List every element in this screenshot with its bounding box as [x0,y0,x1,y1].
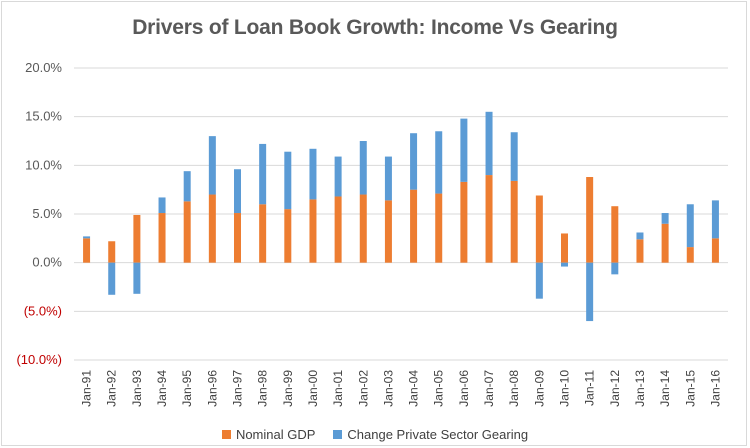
x-tick-label: Jan-94 [155,370,169,407]
x-tick-label: Jan-04 [407,370,421,407]
bar-nominal-gdp [284,209,292,263]
bar-nominal-gdp [208,194,216,263]
x-tick-label: Jan-08 [507,370,521,407]
bar-nominal-gdp [234,213,241,263]
x-tick-label: Jan-95 [180,370,194,407]
legend-item-gearing: Change Private Sector Gearing [333,427,528,442]
bar-change-private-sector-gearing [510,132,518,181]
bar-nominal-gdp [686,247,694,263]
x-tick-label: Jan-99 [281,370,295,407]
bar-nominal-gdp [158,213,166,263]
bar-change-private-sector-gearing [108,262,116,295]
bar-change-private-sector-gearing [158,197,166,214]
bar-change-private-sector-gearing [384,156,392,201]
x-tick-label: Jan-13 [633,370,647,407]
bar-nominal-gdp [108,241,116,263]
bar-nominal-gdp [133,214,141,263]
bar-nominal-gdp [460,181,468,263]
bar-nominal-gdp [485,175,493,263]
y-tick-label: 20.0% [25,60,62,75]
bar-change-private-sector-gearing [561,262,568,267]
x-tick-label: Jan-98 [256,370,270,407]
bar-change-private-sector-gearing [661,213,669,224]
x-tick-label: Jan-06 [457,370,471,407]
y-tick-label: (10.0%) [16,352,62,367]
bar-change-private-sector-gearing [309,148,317,200]
x-tick-label: Jan-01 [331,370,345,407]
x-tick-label: Jan-09 [532,370,546,407]
bar-change-private-sector-gearing [460,118,468,182]
bar-change-private-sector-gearing [208,136,216,195]
legend-label-nominal-gdp: Nominal GDP [235,426,316,442]
x-tick-label: Jan-15 [683,370,697,407]
x-tick-label: Jan-05 [432,370,446,407]
legend-label-gearing: Change Private Sector Gearing [347,426,529,442]
x-tick-label: Jan-10 [558,370,572,407]
x-tick-label: Jan-16 [708,370,722,407]
bar-nominal-gdp [384,200,392,263]
bar-change-private-sector-gearing [410,133,418,190]
legend-item-nominal-gdp: Nominal GDP [221,426,316,442]
y-tick-label: 5.0% [32,206,62,221]
bar-nominal-gdp [359,194,367,263]
bar-change-private-sector-gearing [435,131,443,194]
bar-nominal-gdp [611,206,619,263]
bar-nominal-gdp [334,196,342,263]
bar-nominal-gdp [661,223,669,263]
y-tick-label: 15.0% [25,109,62,124]
bar-change-private-sector-gearing [259,143,267,205]
bar-nominal-gdp [510,180,518,263]
y-tick-label: (5.0%) [24,303,62,318]
bar-change-private-sector-gearing [234,169,241,214]
bar-change-private-sector-gearing [183,171,191,202]
x-tick-label: Jan-91 [80,370,94,407]
x-tick-label: Jan-14 [658,370,672,407]
bar-nominal-gdp [636,239,644,263]
bar-nominal-gdp [435,193,443,263]
bar-nominal-gdp [410,189,418,263]
x-tick-label: Jan-03 [381,370,395,407]
bar-nominal-gdp [561,233,568,263]
x-tick-label: Jan-92 [105,370,119,407]
chart-title: Drivers of Loan Book Growth: Income Vs G… [132,16,618,39]
y-tick-label: 0.0% [32,255,62,270]
bar-nominal-gdp [183,201,191,263]
x-tick-label: Jan-02 [356,370,370,407]
x-tick-label: Jan-11 [583,370,597,406]
bar-change-private-sector-gearing [485,111,493,176]
x-tick-label: Jan-93 [130,370,144,407]
bar-nominal-gdp [259,204,267,263]
legend-swatch-nominal-gdp [221,429,231,439]
bar-change-private-sector-gearing [535,262,543,299]
bar-nominal-gdp [711,238,719,263]
bar-change-private-sector-gearing [586,262,594,322]
y-tick-label: 10.0% [25,157,62,172]
bar-nominal-gdp [309,199,317,263]
x-tick-label: Jan-12 [608,370,622,407]
legend-swatch-gearing [333,429,343,439]
bar-change-private-sector-gearing [611,262,619,275]
bar-change-private-sector-gearing [133,262,141,294]
bar-change-private-sector-gearing [284,151,292,210]
x-tick-label: Jan-97 [231,370,245,407]
x-tick-label: Jan-00 [306,370,320,407]
bar-nominal-gdp [83,238,91,263]
bar-change-private-sector-gearing [83,236,91,239]
bar-nominal-gdp [535,195,543,263]
bar-change-private-sector-gearing [359,141,367,195]
bar-nominal-gdp [586,177,594,263]
x-tick-label: Jan-96 [205,370,219,407]
bar-change-private-sector-gearing [686,204,694,248]
x-tick-label: Jan-07 [482,370,496,407]
bar-change-private-sector-gearing [334,156,342,197]
bar-change-private-sector-gearing [636,232,644,240]
chart-legend: Nominal GDP Change Private Sector Gearin… [0,425,750,443]
bar-change-private-sector-gearing [711,200,719,239]
